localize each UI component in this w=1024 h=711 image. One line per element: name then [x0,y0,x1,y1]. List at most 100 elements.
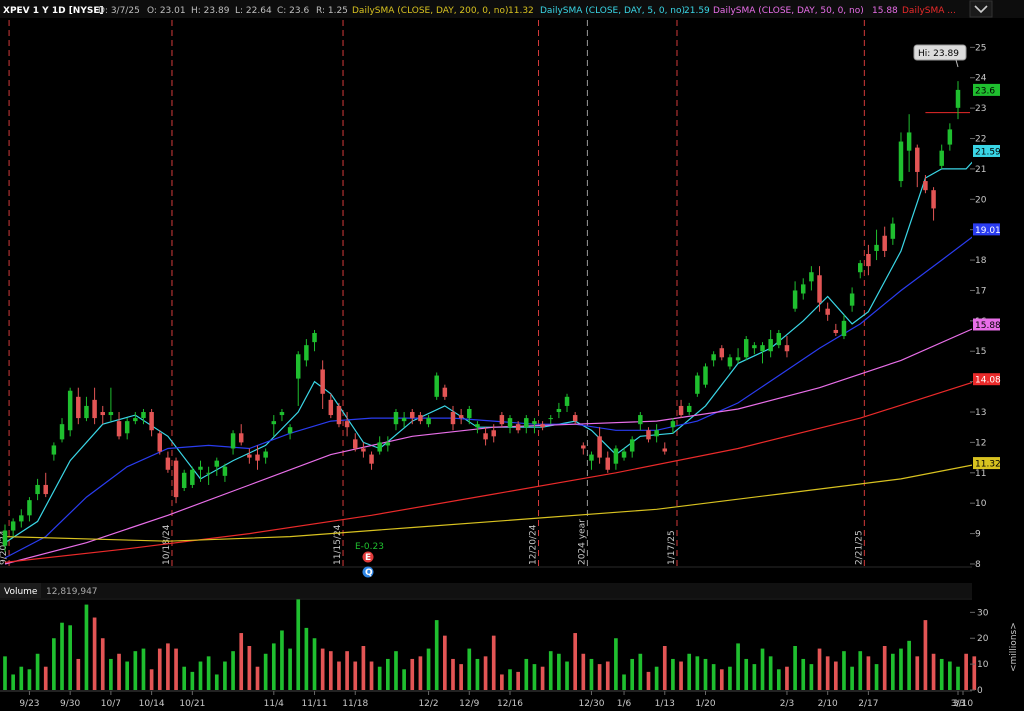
volume-bar[interactable] [149,669,154,690]
candle[interactable] [247,448,252,464]
candle[interactable] [67,387,73,437]
volume-bar[interactable] [459,664,463,690]
volume-bar[interactable] [190,671,195,690]
volume-bar[interactable] [776,669,781,690]
volume-bar[interactable] [19,666,24,690]
candle[interactable] [353,433,358,452]
volume-bar[interactable] [27,669,32,690]
volume-bar[interactable] [231,651,235,690]
candle[interactable] [906,114,912,172]
candle[interactable] [955,81,961,120]
candle[interactable] [621,448,627,461]
volume-bar[interactable] [418,656,423,690]
volume-bar[interactable] [866,656,871,690]
volume-bar[interactable] [76,658,81,690]
volume-bar[interactable] [271,643,276,690]
volume-bar[interactable] [679,661,683,690]
volume-bar[interactable] [565,661,569,690]
candle[interactable] [809,266,814,291]
candle[interactable] [312,329,317,352]
candle[interactable] [800,278,806,300]
candle[interactable] [890,217,896,245]
candle[interactable] [564,393,570,413]
volume-bar[interactable] [312,638,317,690]
candle[interactable] [572,412,578,425]
volume-bar[interactable] [109,658,113,690]
candle[interactable] [108,387,114,422]
candle[interactable] [947,123,953,151]
candle[interactable] [369,451,374,470]
volume-bar[interactable] [508,669,512,690]
volume-bar[interactable] [931,653,936,690]
candle[interactable] [295,351,301,406]
sma-line[interactable] [4,462,983,542]
volume-bar[interactable] [280,630,284,690]
volume-bar[interactable] [516,671,520,690]
volume-bar[interactable] [43,666,48,690]
earnings-marker[interactable]: E-0.23 E Q [355,542,384,578]
volume-bar[interactable] [923,620,928,690]
candle[interactable] [442,384,448,400]
volume-bar[interactable] [426,648,431,690]
candle[interactable] [719,345,725,361]
volume-bar[interactable] [671,658,675,690]
candle[interactable] [377,436,382,455]
candle[interactable] [678,399,684,419]
volume-bar[interactable] [793,646,797,690]
volume-bar[interactable] [100,638,105,690]
volume-bar[interactable] [182,666,187,690]
candle[interactable] [238,424,244,446]
candle[interactable] [858,260,863,279]
volume-bar[interactable] [899,648,903,690]
volume-bar[interactable] [760,648,765,690]
volume-bar[interactable] [223,661,227,690]
candle[interactable] [833,323,839,337]
volume-bar[interactable] [703,658,708,690]
volume-bar[interactable] [719,669,724,690]
candle[interactable] [491,424,496,443]
volume-bar[interactable] [92,617,97,690]
volume-bar[interactable] [524,658,529,690]
candle[interactable] [450,405,456,431]
volume-bar[interactable] [540,666,545,690]
candle[interactable] [915,144,920,188]
candle[interactable] [361,442,366,458]
candle[interactable] [817,266,822,312]
candle[interactable] [124,418,130,440]
candle[interactable] [792,281,798,312]
volume-bar[interactable] [687,653,692,690]
candle[interactable] [923,174,928,194]
volume-bar[interactable] [133,651,138,690]
price-axis[interactable]: 8910111213141516171819202122232425 [970,18,1024,711]
volume-bar[interactable] [809,664,814,690]
volume-bar[interactable] [785,666,789,690]
candle[interactable] [743,336,749,361]
candle[interactable] [393,408,399,431]
candle[interactable] [92,387,97,425]
candle[interactable] [426,415,431,428]
sma-line[interactable] [4,378,983,563]
dividend-icon[interactable] [362,566,374,578]
candle[interactable] [646,427,651,443]
candle[interactable] [931,187,936,221]
volume-bar[interactable] [557,653,561,690]
volume-bar[interactable] [939,658,944,690]
candle[interactable] [434,372,439,400]
candle[interactable] [629,436,635,458]
volume-bar[interactable] [35,653,40,690]
volume-bar[interactable] [328,651,333,690]
candle[interactable] [287,424,293,440]
volume-bar[interactable] [532,664,537,690]
volume-bar[interactable] [214,674,219,690]
candle[interactable] [141,408,146,425]
volume-bar[interactable] [475,658,480,690]
volume-bar[interactable] [662,646,667,690]
candle[interactable] [581,442,586,455]
candle[interactable] [157,430,163,455]
volume-bar[interactable] [858,651,863,690]
candle[interactable] [874,229,879,261]
volume-bar[interactable] [296,599,301,690]
volume-bar[interactable] [948,661,952,690]
volume-bar[interactable] [410,658,415,690]
candle[interactable] [336,402,342,428]
